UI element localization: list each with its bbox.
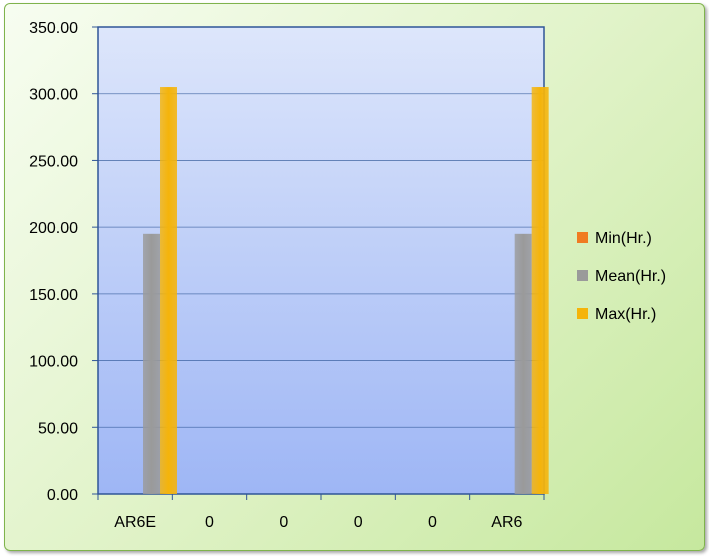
- x-tick-label: AR6: [491, 514, 522, 531]
- bar-maxhr: [531, 87, 549, 495]
- legend-label: Mean(Hr.): [595, 268, 666, 285]
- y-tick-label: 50.00: [38, 420, 78, 437]
- legend-swatch: [577, 270, 588, 281]
- axes: 0.00 50.00 100.00 150.00 200.00 250.00 300.00 3…: [29, 20, 545, 531]
- y-tick-label: 0.00: [47, 487, 78, 504]
- bar-meanhr: [514, 233, 532, 495]
- bar-maxhr: [160, 87, 177, 495]
- legend-swatch: [577, 232, 588, 243]
- x-tick-label: 0: [428, 514, 437, 531]
- legend-label: Min(Hr.): [595, 230, 652, 247]
- x-tick-label: AR6E: [114, 514, 156, 531]
- y-tick-label: 250.00: [29, 153, 78, 170]
- x-tick-label: 0: [205, 514, 214, 531]
- legend-label: Max(Hr.): [595, 306, 656, 323]
- y-tick-label: 100.00: [29, 354, 78, 371]
- legend: Min(Hr.) Mean(Hr.) Max(Hr.): [577, 230, 666, 323]
- y-tick-label: 200.00: [29, 220, 78, 237]
- x-tick-label: 0: [354, 514, 363, 531]
- bars: [143, 87, 549, 495]
- y-tick-label: 350.00: [29, 20, 78, 37]
- legend-swatch: [577, 308, 588, 319]
- x-tick-label: 0: [279, 514, 288, 531]
- y-tick-label: 150.00: [29, 287, 78, 304]
- y-tick-label: 300.00: [29, 87, 78, 104]
- bar-meanhr: [143, 233, 160, 495]
